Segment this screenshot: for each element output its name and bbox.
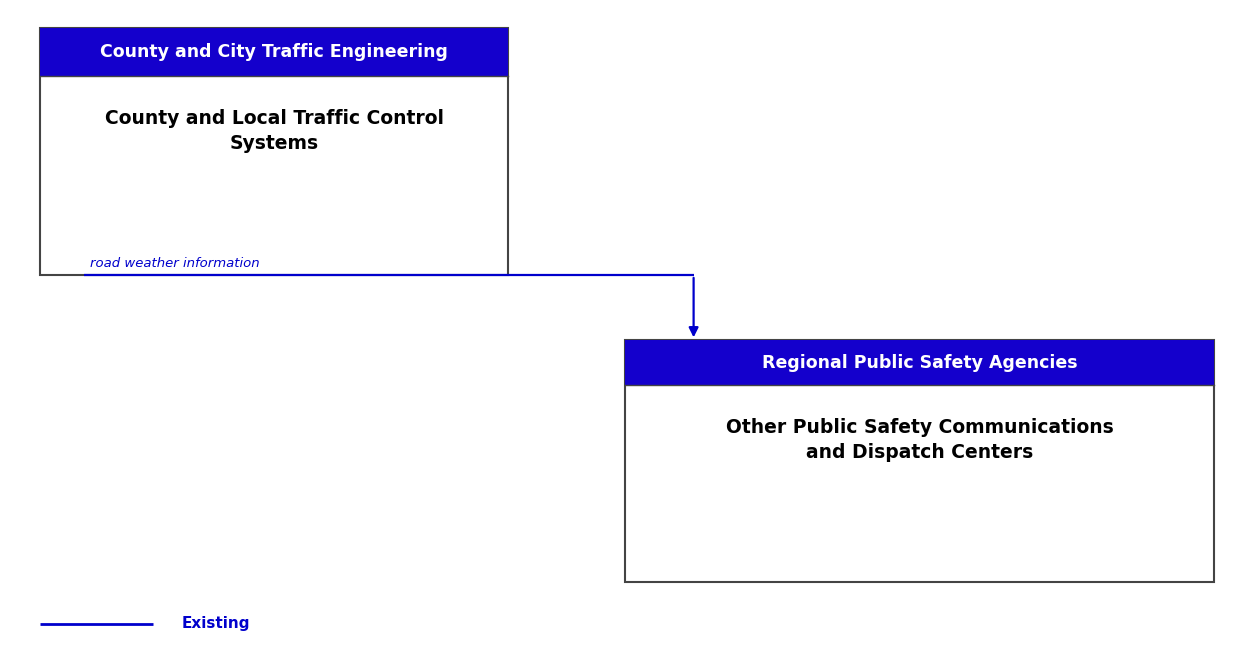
Text: Regional Public Safety Agencies: Regional Public Safety Agencies — [761, 353, 1078, 372]
Text: Existing: Existing — [182, 617, 250, 631]
Text: road weather information: road weather information — [90, 257, 259, 270]
Bar — [625, 340, 1214, 385]
Bar — [40, 28, 508, 275]
Text: County and City Traffic Engineering: County and City Traffic Engineering — [100, 43, 448, 61]
Bar — [625, 340, 1214, 582]
Text: Other Public Safety Communications
and Dispatch Centers: Other Public Safety Communications and D… — [726, 418, 1113, 462]
Text: County and Local Traffic Control
Systems: County and Local Traffic Control Systems — [105, 109, 443, 153]
Bar — [40, 28, 508, 76]
